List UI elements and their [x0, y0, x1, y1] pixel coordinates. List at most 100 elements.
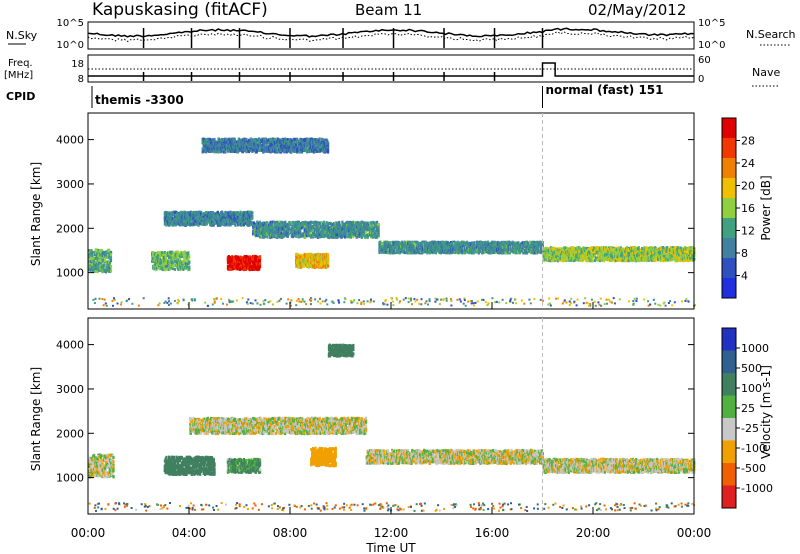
data-cell: [93, 263, 96, 267]
data-cell: [178, 258, 182, 262]
data-cell: [160, 260, 163, 264]
data-cell: [316, 261, 320, 265]
data-cell: [259, 231, 262, 235]
data-cell: [269, 220, 272, 224]
data-cell: [188, 261, 191, 265]
data-cell: [90, 249, 93, 253]
freq-panel: Freq. [MHz] 18 8 60 0 Nave: [4, 54, 780, 87]
data-cell: [278, 232, 281, 236]
data-cell: [359, 233, 363, 237]
data-cell: [103, 263, 106, 267]
data-cell: [197, 217, 200, 221]
data-cell: [371, 221, 374, 225]
data-cell: [284, 221, 287, 225]
data-cell: [186, 259, 189, 263]
data-cell: [253, 254, 256, 258]
data-cell: [187, 253, 190, 257]
data-cell: [255, 259, 258, 263]
data-cell: [311, 258, 315, 262]
data-cell: [338, 220, 341, 224]
data-cell: [206, 211, 209, 215]
data-cell: [109, 269, 113, 273]
data-cell: [258, 235, 262, 239]
data-cell: [239, 210, 242, 214]
data-cell: [199, 210, 203, 214]
data-cell: [101, 254, 104, 258]
data-cell: [93, 259, 96, 263]
noise-tick-top-left: 10^5: [57, 18, 84, 29]
data-cell: [243, 260, 246, 264]
data-cell: [272, 233, 275, 237]
data-cell: [272, 225, 275, 229]
data-cell: [157, 251, 160, 255]
data-cell: [249, 223, 252, 227]
data-cell: [256, 220, 259, 224]
data-cell: [287, 225, 290, 229]
data-cell: [176, 250, 179, 254]
data-cell: [177, 252, 180, 256]
data-cell: [252, 223, 255, 227]
data-cell: [364, 221, 368, 225]
data-cell: [109, 256, 113, 259]
data-cell: [187, 219, 190, 223]
data-cell: [285, 224, 288, 228]
data-cell: [151, 260, 154, 263]
data-cell: [222, 223, 225, 227]
data-cell: [297, 235, 300, 238]
data-cell: [89, 268, 92, 272]
data-cell: [226, 223, 230, 227]
data-cell: [258, 225, 261, 229]
data-cell: [186, 255, 189, 259]
data-cell: [332, 235, 336, 239]
cpid-mode-1: themis -3300: [95, 93, 184, 107]
noise-search-trace: [87, 31, 695, 43]
data-cell: [378, 245, 381, 248]
data-cell: [327, 256, 330, 260]
data-cell: [168, 256, 171, 260]
data-cell: [161, 263, 164, 267]
data-cell: [352, 229, 355, 233]
data-cell: [258, 259, 262, 263]
data-cell: [99, 267, 102, 271]
data-cell: [327, 253, 330, 257]
data-cell: [301, 221, 304, 224]
data-cell: [162, 260, 165, 264]
data-cell: [216, 213, 219, 217]
data-cell: [108, 264, 111, 268]
data-cell: [229, 210, 232, 214]
beam-label: Beam 11: [355, 1, 422, 19]
data-cell: [94, 266, 97, 270]
data-cell: [91, 254, 94, 257]
data-cell: [318, 235, 321, 239]
data-cell: [181, 254, 184, 258]
data-cell: [352, 235, 355, 239]
data-cell: [276, 226, 279, 229]
data-cell: [286, 234, 289, 238]
station-title: Kapuskasing (fitACF): [92, 0, 268, 20]
data-cell: [361, 234, 364, 238]
data-cell: [370, 227, 373, 231]
data-cell: [182, 251, 185, 254]
data-cell: [253, 256, 256, 260]
data-cell: [260, 235, 263, 238]
data-cell: [327, 257, 330, 261]
data-cell: [268, 226, 271, 230]
data-cell: [274, 224, 277, 228]
data-cell: [172, 261, 175, 265]
data-cell: [310, 220, 313, 224]
data-cell: [280, 220, 283, 224]
data-cell: [316, 234, 320, 238]
data-cell: [264, 230, 267, 233]
data-cell: [163, 267, 166, 270]
cpid-mode-2: normal (fast) 151: [546, 83, 664, 97]
data-cell: [226, 261, 230, 264]
data-cell: [232, 257, 235, 261]
data-cell: [104, 259, 107, 263]
data-cell: [229, 223, 232, 227]
data-cell: [370, 221, 373, 225]
data-cell: [341, 220, 344, 224]
data-cell: [184, 216, 187, 220]
data-cell: [258, 265, 262, 269]
data-cell: [378, 251, 381, 254]
